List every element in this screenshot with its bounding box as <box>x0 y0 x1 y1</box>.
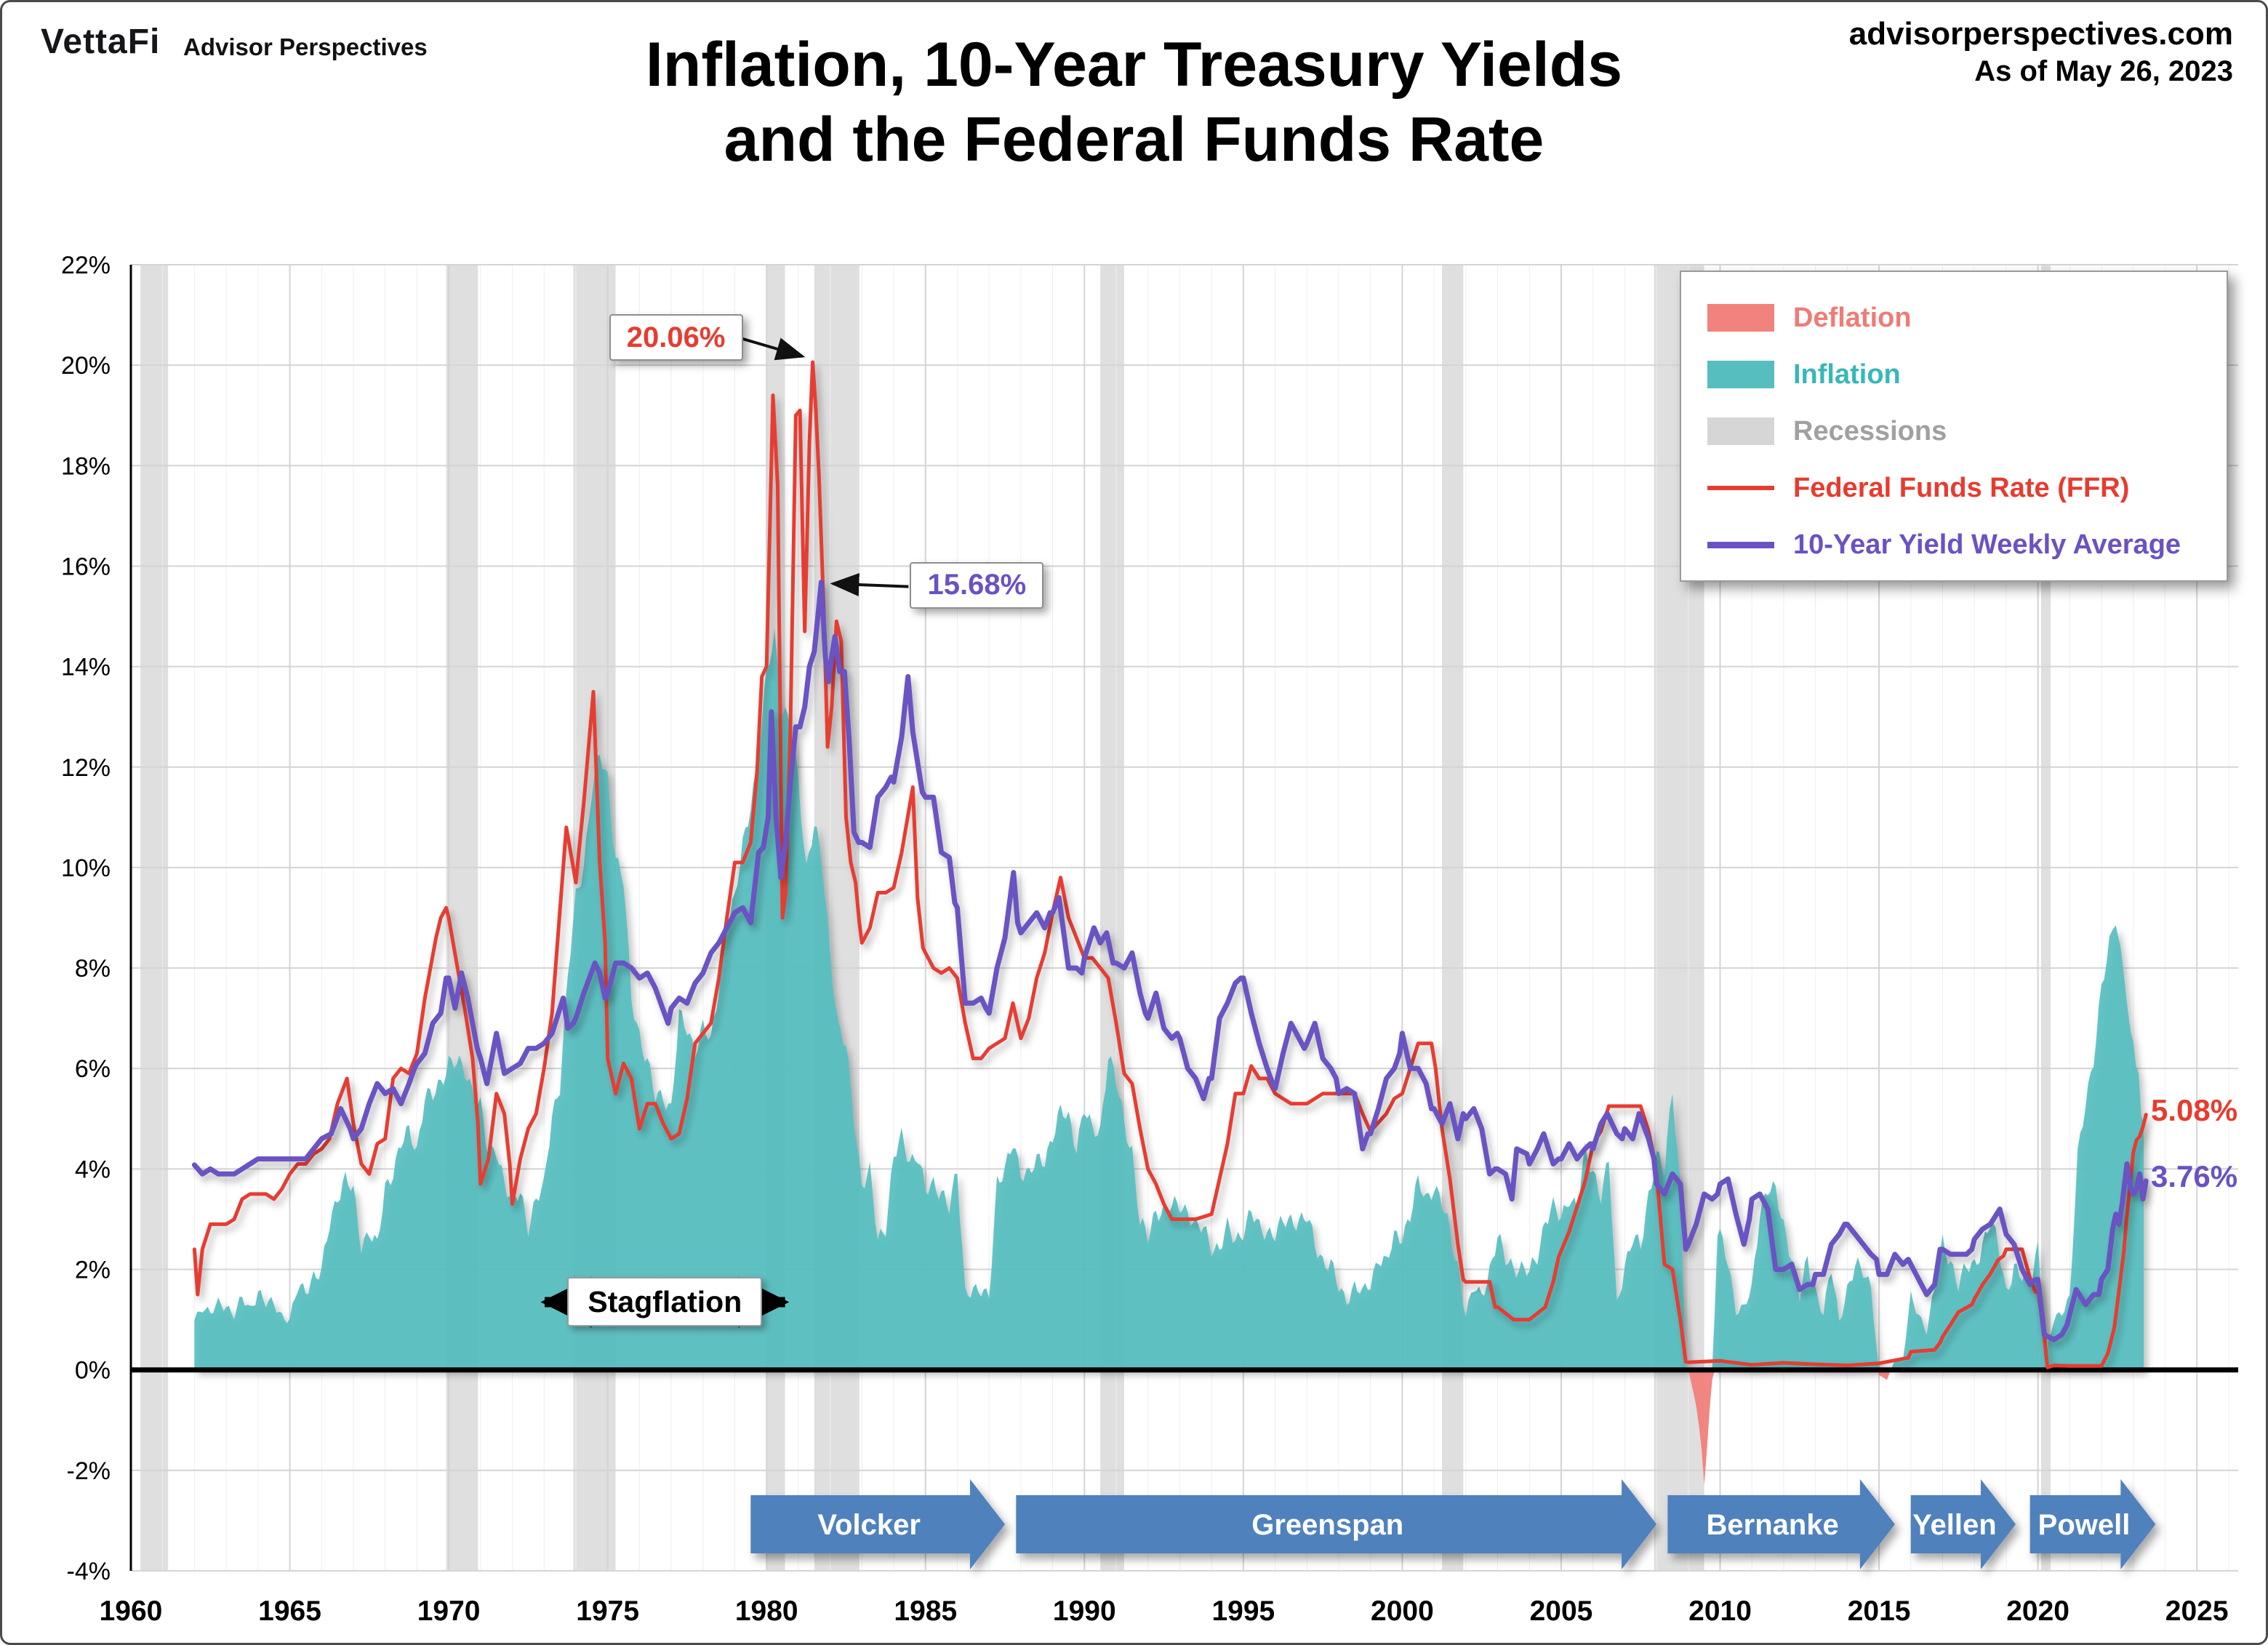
legend-label-deflation: Deflation <box>1793 302 1912 333</box>
y-tick-label: 4% <box>75 1156 111 1183</box>
fed-chair-label-greenspan: Greenspan <box>1251 1509 1403 1541</box>
fed-chair-arrow-greenspan <box>1016 1479 1657 1569</box>
inflation-areas <box>194 628 2144 1485</box>
tenyr-peak-label: 15.68% <box>927 569 1027 601</box>
legend-item-recessions: Recessions <box>1707 403 2227 460</box>
recession-band <box>446 265 478 1571</box>
tenyr-current-value-label: 3.76% <box>2151 1158 2238 1193</box>
legend-swatch-recessions <box>1707 417 1774 445</box>
as-of-date: As of May 26, 2023 <box>1974 55 2233 87</box>
x-tick-label: 2010 <box>1688 1596 1752 1627</box>
fed-chair-arrows: Volcker Greenspan Bernanke Yellen Powell <box>750 1479 2156 1569</box>
y-tick-label: 14% <box>61 654 111 681</box>
deflation-area <box>194 1369 2144 1485</box>
chart-title-line1: Inflation, 10-Year Treasury Yields <box>645 30 1623 100</box>
fed-chair-label-yellen: Yellen <box>1912 1509 1997 1541</box>
x-tick-label: 2025 <box>2165 1596 2229 1627</box>
legend: Deflation Inflation Recessions Federal Fund… <box>1680 271 2228 582</box>
x-tick-label: 2000 <box>1371 1596 1434 1627</box>
recession-band <box>1100 265 1124 1571</box>
x-tick-label: 1970 <box>417 1596 481 1627</box>
x-tick-label: 1990 <box>1053 1596 1116 1627</box>
chart-title: Inflation, 10-Year Treasury Yields and t… <box>0 28 2268 177</box>
x-tick-label: 1965 <box>258 1596 321 1627</box>
legend-item-federal-funds-rate-ffr: Federal Funds Rate (FFR) <box>1707 460 2227 516</box>
ffr-peak-annotation: 20.06% <box>609 314 743 361</box>
x-tick-label: 1985 <box>894 1596 957 1627</box>
y-tick-label: 2% <box>75 1257 111 1284</box>
y-tick-label: 6% <box>75 1055 111 1083</box>
fed-chair-arrow-yellen <box>1910 1479 2016 1569</box>
fed-chair-arrow-bernanke <box>1667 1479 1895 1569</box>
10-year-yield-weekly-average-line <box>191 580 2149 1342</box>
fed-chair-arrow-volcker <box>750 1479 1006 1569</box>
legend-label-federal-funds-rate-ffr: Federal Funds Rate (FFR) <box>1793 472 2130 503</box>
legend-swatch-inflation <box>1707 361 1774 388</box>
legend-item-deflation: Deflation <box>1707 289 2227 346</box>
recession-band <box>2040 265 2051 1571</box>
fed-chair-label-powell: Powell <box>2038 1509 2131 1541</box>
x-tick-label: 1980 <box>735 1596 798 1627</box>
ffr-current-value-label: 5.08% <box>2151 1092 2238 1127</box>
y-tick-label: 22% <box>61 252 111 279</box>
fed-chair-label-bernanke: Bernanke <box>1707 1509 1839 1541</box>
x-tick-label: 2005 <box>1530 1596 1593 1627</box>
fed-chair-arrow-powell <box>2029 1479 2156 1569</box>
ffr-peak-callout-arrow <box>742 337 806 361</box>
fed-chair-label-volcker: Volcker <box>817 1509 921 1541</box>
federal-funds-rate-ffr-line <box>192 360 2148 1369</box>
y-tick-label: 18% <box>61 452 111 480</box>
chart-title-line2: and the Federal Funds Rate <box>724 105 1544 175</box>
tenyr-peak-annotation: 15.68% <box>910 561 1044 609</box>
x-tick-label: 2020 <box>2006 1596 2069 1627</box>
inflation-area <box>194 628 2144 1370</box>
y-tick-label: 20% <box>61 352 111 380</box>
advisor-perspectives-label: Advisor Perspectives <box>183 33 428 60</box>
legend-swatch-deflation <box>1707 304 1774 332</box>
rate-lines <box>191 360 2149 1369</box>
recession-band <box>1442 265 1464 1571</box>
y-tick-label: 16% <box>61 553 111 580</box>
y-tick-label: 0% <box>75 1357 111 1385</box>
x-tick-label: 2015 <box>1848 1596 1911 1627</box>
legend-item-10-year-yield-weekly-average: 10-Year Yield Weekly Average <box>1707 516 2227 573</box>
y-tick-label: -4% <box>67 1558 111 1585</box>
stagflation-label: Stagflation <box>567 1277 763 1327</box>
legend-label-recessions: Recessions <box>1793 415 1947 447</box>
y-tick-label: 10% <box>61 854 111 882</box>
legend-label-10-year-yield-weekly-average: 10-Year Yield Weekly Average <box>1793 529 2181 560</box>
site-url: advisorperspectives.com <box>1848 16 2233 52</box>
axes-and-ticks: -4% -2% 0% 2% 4% 6% 8% 10% 12% 14% 16% 18% 20% 22% 196… <box>61 252 2229 1627</box>
x-tick-label: 1960 <box>100 1596 163 1627</box>
legend-swatch-10-year-yield-weekly-average <box>1707 541 1774 548</box>
legend-item-inflation: Inflation <box>1707 346 2227 403</box>
legend-swatch-federal-funds-rate-ffr <box>1707 486 1774 490</box>
recession-band <box>140 265 169 1571</box>
ffr-peak-label: 20.06% <box>626 321 726 353</box>
x-tick-label: 1995 <box>1211 1596 1275 1627</box>
legend-label-inflation: Inflation <box>1793 359 1901 390</box>
y-tick-label: 12% <box>61 754 111 782</box>
y-tick-label: -2% <box>67 1457 111 1485</box>
x-tick-label: 1975 <box>576 1596 639 1627</box>
y-tick-label: 8% <box>75 955 111 982</box>
vettafi-logo: VettaFi <box>41 23 161 61</box>
tenyr-peak-callout-arrow <box>830 572 909 596</box>
